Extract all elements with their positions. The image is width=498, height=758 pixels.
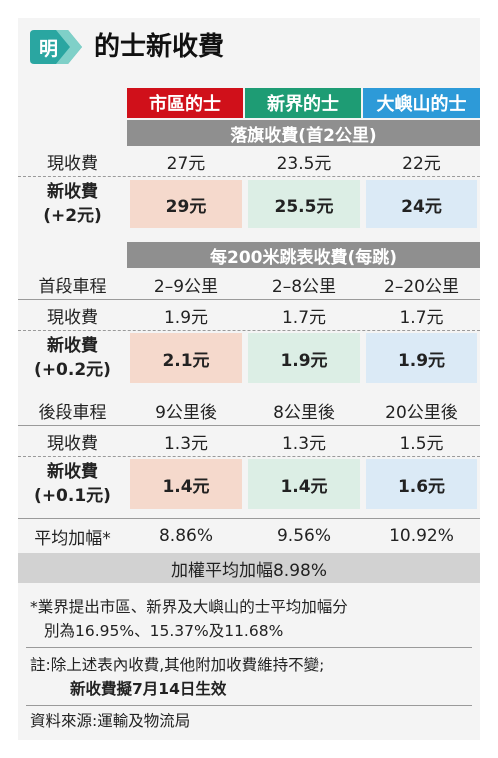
flagfall-new-label: 新收費 (+2元) xyxy=(18,177,127,231)
first-current-lantau: 1.7元 xyxy=(399,307,444,328)
footnote-line-1: *業界提出市區、新界及大嶼山的士平均加幅分 xyxy=(30,598,348,616)
later-current-nt: 1.3元 xyxy=(281,433,327,454)
new-label-title: 新收費 xyxy=(47,182,98,202)
later-current-lantau: 1.5元 xyxy=(399,433,444,454)
first-new-nt: 1.9元 xyxy=(248,333,360,383)
remark-line-2: 新收費擬7月14日生效 xyxy=(70,680,227,698)
column-header-nt: 新界的士 xyxy=(245,88,361,118)
flagfall-new-nt: 25.5元 xyxy=(248,180,360,228)
footnote-line-2: 別為16.95%、15.37%及11.68% xyxy=(44,622,284,640)
flagfall-current-nt: 23.5元 xyxy=(276,153,332,174)
first-new-lantau: 1.9元 xyxy=(366,333,477,383)
average-nt: 9.56% xyxy=(276,526,331,546)
later-distance-nt: 8公里後 xyxy=(273,402,335,423)
source-note: 資料來源:運輸及物流局 xyxy=(30,712,191,730)
divider xyxy=(18,299,480,300)
average-urban: 8.86% xyxy=(158,526,213,546)
flagfall-banner: 落旗收費(首2公里) xyxy=(127,120,480,146)
jump-banner: 每200米跳表收費(每跳) xyxy=(127,242,480,268)
later-new-label: 新收費 (+0.1元) xyxy=(18,457,127,511)
new-label-increase: (+2元) xyxy=(43,206,102,226)
divider xyxy=(26,647,472,648)
flagfall-current-label: 現收費 xyxy=(47,153,98,174)
later-new-nt: 1.4元 xyxy=(248,459,360,509)
later-new-lantau: 1.6元 xyxy=(366,459,477,509)
new-label-increase: (+0.2元) xyxy=(34,360,111,380)
logo-text: 明 xyxy=(39,38,58,60)
later-distance-lantau: 20公里後 xyxy=(385,402,458,423)
new-label-title: 新收費 xyxy=(47,336,98,356)
flagfall-current-urban: 27元 xyxy=(166,153,206,174)
new-label-increase: (+0.1元) xyxy=(34,486,111,506)
first-distance-nt: 2–8公里 xyxy=(271,276,337,297)
column-header-lantau: 大嶼山的士 xyxy=(363,88,480,118)
first-new-label: 新收費 (+0.2元) xyxy=(18,331,127,385)
later-current-label: 現收費 xyxy=(47,433,98,454)
divider xyxy=(18,425,480,426)
divider xyxy=(18,330,480,331)
first-new-urban: 2.1元 xyxy=(130,333,242,383)
first-distance-lantau: 2–20公里 xyxy=(384,276,459,297)
first-current-nt: 1.7元 xyxy=(281,307,327,328)
first-distance-urban: 2–9公里 xyxy=(153,276,219,297)
page-title: 的士新收費 xyxy=(94,32,225,62)
later-current-urban: 1.3元 xyxy=(163,433,209,454)
divider xyxy=(26,705,472,706)
average-lantau: 10.92% xyxy=(389,526,454,546)
divider xyxy=(18,518,480,519)
first-current-label: 現收費 xyxy=(47,307,98,328)
new-label-title: 新收費 xyxy=(47,462,98,482)
first-distance-label: 首段車程 xyxy=(38,276,107,297)
remark-line-1: 註:除上述表內收費,其他附加收費維持不變; xyxy=(30,656,325,674)
flagfall-new-urban: 29元 xyxy=(130,180,242,228)
later-distance-urban: 9公里後 xyxy=(155,402,217,423)
later-distance-label: 後段車程 xyxy=(38,402,107,423)
later-new-urban: 1.4元 xyxy=(130,459,242,509)
ming-pao-logo: 明 xyxy=(30,30,82,64)
divider xyxy=(18,456,480,457)
first-current-urban: 1.9元 xyxy=(163,307,209,328)
weighted-average-bar: 加權平均加幅8.98% xyxy=(18,553,480,583)
average-label: 平均加幅* xyxy=(34,528,111,549)
flagfall-current-lantau: 22元 xyxy=(402,153,441,174)
divider xyxy=(18,176,480,177)
flagfall-new-lantau: 24元 xyxy=(366,180,477,228)
column-header-urban: 市區的士 xyxy=(127,88,243,118)
